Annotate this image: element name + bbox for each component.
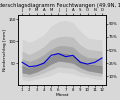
X-axis label: Monat: Monat — [55, 93, 69, 97]
Y-axis label: Niederschlag [mm]: Niederschlag [mm] — [3, 29, 7, 71]
Title: Niederschlagsdiagramm Feuchtwangen (49.9N, 10.3E): Niederschlagsdiagramm Feuchtwangen (49.9… — [0, 3, 120, 8]
